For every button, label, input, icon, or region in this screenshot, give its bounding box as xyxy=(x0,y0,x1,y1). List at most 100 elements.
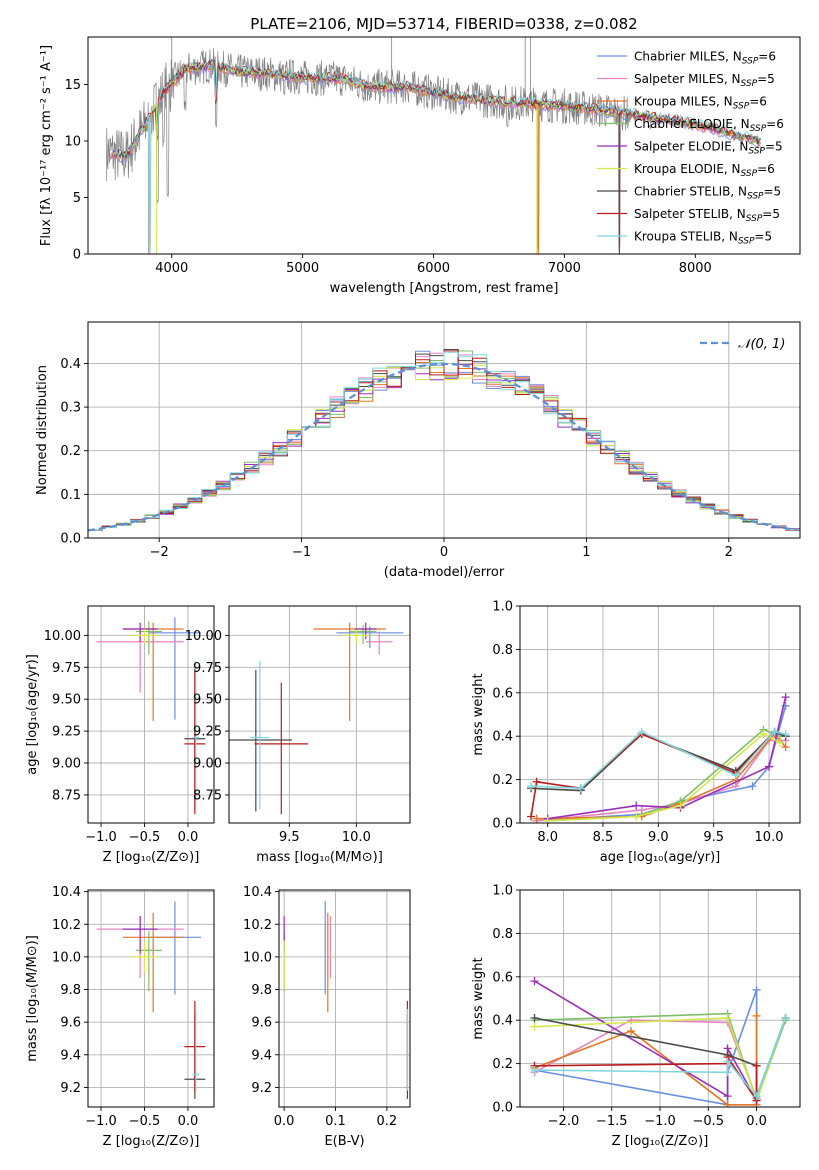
x-axis-label: Z [log₁₀(Z/Z⊙)] xyxy=(103,850,200,865)
weight-marker xyxy=(532,814,541,823)
y-tick-label: 9.00 xyxy=(193,757,222,772)
weight-marker xyxy=(527,812,536,821)
residuals-plot xyxy=(88,349,800,532)
x-tick-label: 8.0 xyxy=(537,830,558,845)
y-tick-label: 9.4 xyxy=(60,1048,81,1063)
weight-marker xyxy=(530,1066,539,1075)
y-tick-label: 0.8 xyxy=(492,927,513,942)
normal-curve xyxy=(88,362,798,532)
x-tick-label: 8.5 xyxy=(593,830,614,845)
weight-marker xyxy=(723,1014,732,1023)
y-tick-label: 0.2 xyxy=(492,773,513,788)
weight-marker xyxy=(627,1027,636,1036)
x-tick-label: 10.0 xyxy=(755,830,784,845)
mass-vs-EBV-frame xyxy=(278,889,411,1108)
y-tick-label: 9.75 xyxy=(193,661,222,676)
legend-label: Kroupa ELODIE, NSSP=6 xyxy=(634,162,775,179)
weight-marker xyxy=(752,1061,761,1070)
mass-vs-EBV-plot xyxy=(283,901,409,1099)
y-axis-label: age [log₁₀(age/yr)] xyxy=(25,654,40,775)
weight-marker xyxy=(723,1068,732,1077)
x-tick-label: 2 xyxy=(725,545,733,560)
weight-marker xyxy=(752,1092,761,1101)
y-tick-label: 9.50 xyxy=(193,693,222,708)
y-tick-label: 0.2 xyxy=(492,1057,513,1072)
weight-series-line xyxy=(536,705,787,822)
age-vs-mass-axes: 9.5 10.0 8.75 9.00 9.25 9.50 9.75 10.00 mass [lo… xyxy=(185,606,410,865)
weight-series-line xyxy=(530,731,776,817)
y-tick-label: 10.4 xyxy=(243,885,272,900)
x-tick-label: −2 xyxy=(150,545,169,560)
y-tick-label: 0.0 xyxy=(60,532,81,547)
weight-marker xyxy=(530,1014,539,1023)
weight-marker xyxy=(723,1100,732,1107)
weight-vs-age-plot xyxy=(527,693,790,823)
x-axis-label: Z [log₁₀(Z/Z⊙)] xyxy=(103,1134,200,1149)
legend-label: Salpeter ELODIE, NSSP=5 xyxy=(634,140,783,157)
weight-marker xyxy=(752,1011,761,1020)
x-tick-label: 0 xyxy=(440,545,448,560)
errorbar-point xyxy=(342,630,370,644)
errorbar-point xyxy=(184,672,206,815)
x-tick-label: 8000 xyxy=(679,261,712,276)
y-tick-label: 9.8 xyxy=(60,983,81,998)
x-axis-label: wavelength [Angstrom, rest frame] xyxy=(330,281,559,296)
weight-marker xyxy=(770,727,779,736)
model-spectrum-7 xyxy=(114,58,761,157)
x-tick-label: 9.5 xyxy=(703,830,724,845)
figure-title: PLATE=2106, MJD=53714, FIBERID=0338, z=0… xyxy=(250,15,637,33)
y-axis-label: mass weight xyxy=(471,957,486,1039)
mass-vs-Z-plot xyxy=(96,901,206,1099)
errorbar-point xyxy=(250,660,270,809)
x-tick-label: 4000 xyxy=(155,261,188,276)
y-tick-label: 0.3 xyxy=(60,401,81,416)
weight-vs-age-frame xyxy=(519,605,801,824)
residuals-frame xyxy=(87,321,801,539)
y-tick-label: 9.25 xyxy=(52,725,81,740)
y-tick-label: 5 xyxy=(73,191,81,206)
y-tick-label: 0.0 xyxy=(492,1101,513,1116)
y-tick-label: 0.4 xyxy=(492,730,513,745)
weight-marker xyxy=(781,693,790,702)
legend-label: Chabrier ELODIE, NSSP=6 xyxy=(634,117,784,134)
x-tick-label: −1.0 xyxy=(85,830,117,845)
weight-series-line xyxy=(534,1015,758,1106)
y-tick-label: 10 xyxy=(64,134,81,149)
legend-label: 𝒩(0, 1) xyxy=(738,337,785,352)
errorbar-point xyxy=(148,617,201,720)
legend-label: Kroupa MILES, NSSP=6 xyxy=(634,95,767,112)
y-axis-label: Normed distribution xyxy=(35,365,50,495)
y-tick-label: 0.6 xyxy=(492,970,513,985)
x-tick-label: −0.5 xyxy=(692,1114,724,1129)
weight-marker xyxy=(530,977,539,986)
weight-marker xyxy=(781,1014,790,1023)
y-tick-label: 0.4 xyxy=(60,357,81,372)
y-tick-label: 0.6 xyxy=(492,686,513,701)
mass-vs-Z-axes: −1.0 −0.5 0.0 9.2 9.4 9.6 9.8 10.0 10.2 10.4 Z [lo… xyxy=(25,885,214,1149)
weight-marker xyxy=(765,762,774,771)
errorbar-point xyxy=(355,622,377,640)
spectrum-plot xyxy=(105,37,762,254)
errorbar-point xyxy=(122,622,158,642)
y-tick-label: 10.2 xyxy=(52,918,81,933)
x-tick-label: 0.0 xyxy=(274,1114,295,1129)
y-tick-label: 0.1 xyxy=(60,488,81,503)
x-axis-label: mass [log₁₀(M/M⊙)] xyxy=(256,850,383,865)
x-axis-label: Z [log₁₀(Z/Z⊙)] xyxy=(612,1134,709,1149)
x-tick-label: 5000 xyxy=(286,261,319,276)
errorbar-point xyxy=(131,628,158,644)
weight-marker xyxy=(748,782,757,791)
weight-marker xyxy=(759,730,768,739)
y-tick-label: 10.0 xyxy=(52,950,81,965)
legend-label: Chabrier MILES, NSSP=6 xyxy=(634,50,776,67)
weight-marker xyxy=(637,727,646,736)
y-tick-label: 9.4 xyxy=(251,1048,272,1063)
x-tick-label: 0.0 xyxy=(746,1114,767,1129)
x-tick-label: 9.5 xyxy=(279,830,300,845)
y-axis-label: mass [log₁₀(M/M⊙)] xyxy=(25,935,40,1062)
x-tick-label: 6000 xyxy=(417,261,450,276)
legend-label: Kroupa STELIB, NSSP=5 xyxy=(634,230,772,247)
errorbar-point xyxy=(192,660,200,809)
y-tick-label: 9.6 xyxy=(251,1016,272,1031)
weight-marker xyxy=(543,816,552,823)
